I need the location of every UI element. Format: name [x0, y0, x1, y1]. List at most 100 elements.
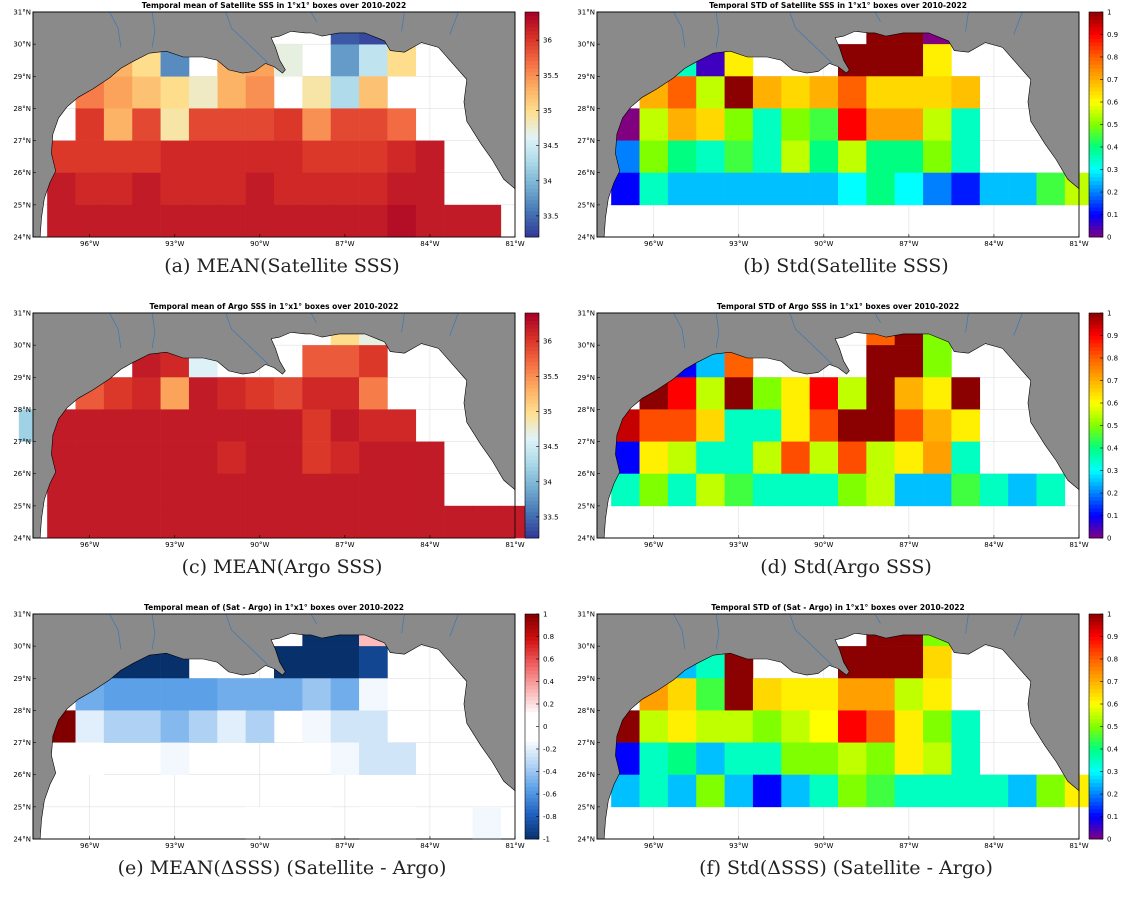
heatmap-cell [639, 774, 669, 808]
heatmap-cell [781, 678, 810, 711]
heatmap-cell [809, 742, 839, 776]
heatmap-cell [724, 76, 754, 109]
heatmap-cell [923, 646, 952, 679]
heatmap-cell [809, 409, 839, 442]
y-tick-label: 24°N [13, 535, 31, 543]
heatmap-cell [979, 172, 1009, 206]
heatmap-cell [274, 409, 303, 442]
x-tick-label: 81°W [1069, 541, 1088, 549]
river-line [673, 613, 686, 650]
heatmap-cell [302, 140, 332, 174]
heatmap-cell [1036, 172, 1066, 206]
river-line [151, 11, 156, 48]
chart-title: Temporal mean of Satellite SSS in 1°x1° … [142, 1, 406, 10]
heatmap-cell [724, 409, 754, 442]
heatmap-cell [330, 44, 360, 77]
x-tick-label: 84°W [420, 240, 439, 248]
y-tick-label: 25°N [13, 502, 31, 510]
y-tick-label: 30°N [13, 643, 31, 651]
colorbar-tick-label: -0.6 [543, 791, 557, 799]
river-line [715, 11, 720, 48]
river-line [225, 312, 269, 365]
chart-title: Temporal STD of (Sat - Argo) in 1°x1° bo… [711, 603, 964, 612]
heatmap-cell [923, 742, 952, 776]
x-tick-label: 90°W [814, 240, 833, 248]
heatmap-cell [217, 678, 246, 711]
heatmap-cell [330, 742, 360, 776]
heatmap-cell [359, 678, 388, 711]
heatmap-cell [302, 172, 332, 206]
y-tick-label: 25°N [13, 803, 31, 811]
heatmap-cell [245, 806, 275, 840]
heatmap-cell [330, 108, 360, 141]
heatmap-cell [444, 505, 473, 539]
heatmap-cell [894, 76, 924, 109]
heatmap-cell [752, 108, 782, 141]
heatmap-cell [809, 108, 839, 141]
heatmap-cell [330, 377, 360, 410]
heatmap-cell [245, 409, 275, 442]
heatmap-cell [639, 473, 669, 507]
heatmap-cell [866, 76, 896, 109]
heatmap-cell [809, 473, 839, 507]
heatmap-cell [951, 108, 981, 141]
heatmap-cell [160, 710, 190, 743]
heatmap-cell [894, 742, 924, 776]
x-tick-label: 96°W [80, 842, 99, 850]
heatmap-cell [696, 409, 725, 442]
heatmap-cell [696, 678, 725, 711]
figure-caption: (d) Std(Argo SSS) [760, 556, 932, 578]
heatmap-cell [132, 377, 161, 410]
heatmap-cell [667, 473, 697, 507]
heatmap-cell [667, 774, 697, 808]
y-tick-label: 28°N [577, 406, 595, 414]
river-line [109, 312, 122, 349]
heatmap-cell [809, 710, 839, 743]
chart-panel: Temporal STD of Argo SSS in 1°x1° boxes … [564, 301, 1128, 602]
colorbar-tick-label: 0.8 [1107, 656, 1118, 664]
heatmap-cell [132, 678, 161, 711]
y-tick-label: 26°N [577, 169, 595, 177]
heatmap-cell [188, 76, 218, 109]
heatmap-cell [75, 742, 105, 776]
y-tick-label: 30°N [577, 41, 595, 49]
heatmap-cell [951, 76, 981, 109]
heatmap-cell [894, 44, 924, 77]
heatmap-cell [752, 140, 782, 174]
heatmap-cell [752, 76, 782, 109]
heatmap-cell [894, 172, 924, 206]
x-tick-label: 90°W [250, 541, 269, 549]
heatmap-cell [217, 76, 246, 109]
heatmap-cell [217, 172, 246, 206]
heatmap-cell [302, 678, 332, 711]
heatmap-cell [302, 377, 332, 410]
river-line [109, 613, 122, 650]
heatmap-cell [330, 204, 360, 238]
x-tick-label: 96°W [644, 240, 663, 248]
heatmap-cell [132, 108, 161, 141]
y-tick-label: 27°N [577, 137, 595, 145]
colorbar-tick-label: 0 [1107, 535, 1111, 543]
heatmap-cell [103, 441, 133, 475]
heatmap-cell [923, 774, 952, 808]
heatmap-cell [923, 108, 952, 141]
heatmap-cell [951, 710, 981, 743]
heatmap-cell [359, 646, 388, 679]
heatmap-cell [217, 140, 246, 174]
colorbar-tick-label: 1 [1107, 611, 1111, 619]
x-tick-label: 96°W [80, 240, 99, 248]
heatmap-cell [217, 377, 246, 410]
heatmap-cell [894, 774, 924, 808]
colorbar-tick-label: 1 [543, 611, 547, 619]
heatmap-cell [809, 377, 839, 410]
heatmap-cell [188, 172, 218, 206]
y-tick-label: 27°N [13, 739, 31, 747]
y-tick-label: 27°N [577, 438, 595, 446]
heatmap-cell [781, 441, 810, 475]
x-tick-label: 93°W [165, 842, 184, 850]
chart-panel: Temporal mean of (Sat - Argo) in 1°x1° b… [0, 602, 564, 903]
river-line [109, 11, 122, 48]
river-line [874, 312, 881, 323]
heatmap-cell [1008, 473, 1037, 507]
heatmap-cell [188, 140, 218, 174]
